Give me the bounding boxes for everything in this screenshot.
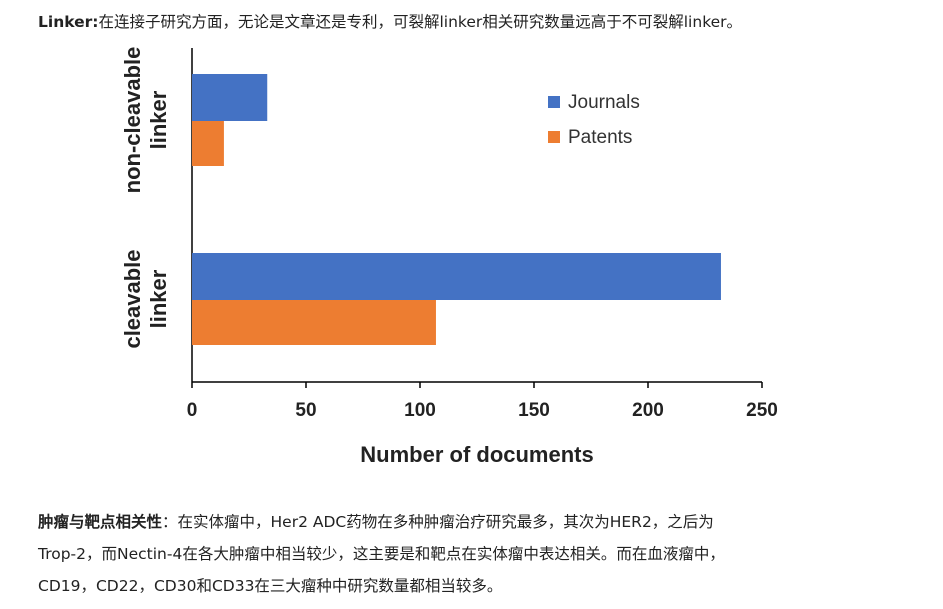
bar-patents	[192, 300, 436, 345]
x-tick-label: 150	[518, 400, 550, 421]
conclusion-line-3: CD19，CD22，CD30和CD33在三大瘤种中研究数量都相当较多。	[38, 577, 503, 595]
x-tick-label: 100	[404, 400, 436, 421]
category-label: cleavable	[120, 249, 145, 348]
x-tick-label: 0	[187, 400, 198, 421]
legend-swatch-journals	[548, 96, 560, 108]
x-tick-label: 200	[632, 400, 664, 421]
bar-journals	[192, 74, 268, 121]
bar-journals	[192, 253, 721, 300]
intro-paragraph: Linker:在连接子研究方面，无论是文章还是专利，可裂解linker相关研究数…	[38, 6, 938, 38]
x-tick-label: 250	[746, 400, 778, 421]
category-label: linker	[146, 90, 171, 149]
intro-heading: Linker:	[38, 13, 99, 31]
intro-text: 在连接子研究方面，无论是文章还是专利，可裂解linker相关研究数量远高于不可裂…	[98, 13, 743, 31]
conclusion-line-2: Trop-2，而Nectin-4在各大肿瘤中相当较少，这主要是和靶点在实体瘤中表…	[38, 545, 725, 563]
x-tick-label: 50	[295, 400, 316, 421]
conclusion-heading: 肿瘤与靶点相关性	[38, 513, 163, 531]
bar-patents	[192, 121, 224, 166]
x-axis-title: Number of documents	[360, 442, 593, 467]
category-label: non-cleavable	[120, 47, 145, 194]
legend-swatch-patents	[548, 131, 560, 143]
legend-label-journals: Journals	[568, 92, 640, 113]
conclusion-line-1: ：在实体瘤中，Her2 ADC药物在多种肿瘤治疗研究最多，其次为HER2，之后为	[162, 513, 714, 531]
conclusion-paragraph: 肿瘤与靶点相关性：在实体瘤中，Her2 ADC药物在多种肿瘤治疗研究最多，其次为…	[38, 506, 918, 602]
legend-label-patents: Patents	[568, 127, 632, 148]
category-label: linker	[146, 269, 171, 328]
